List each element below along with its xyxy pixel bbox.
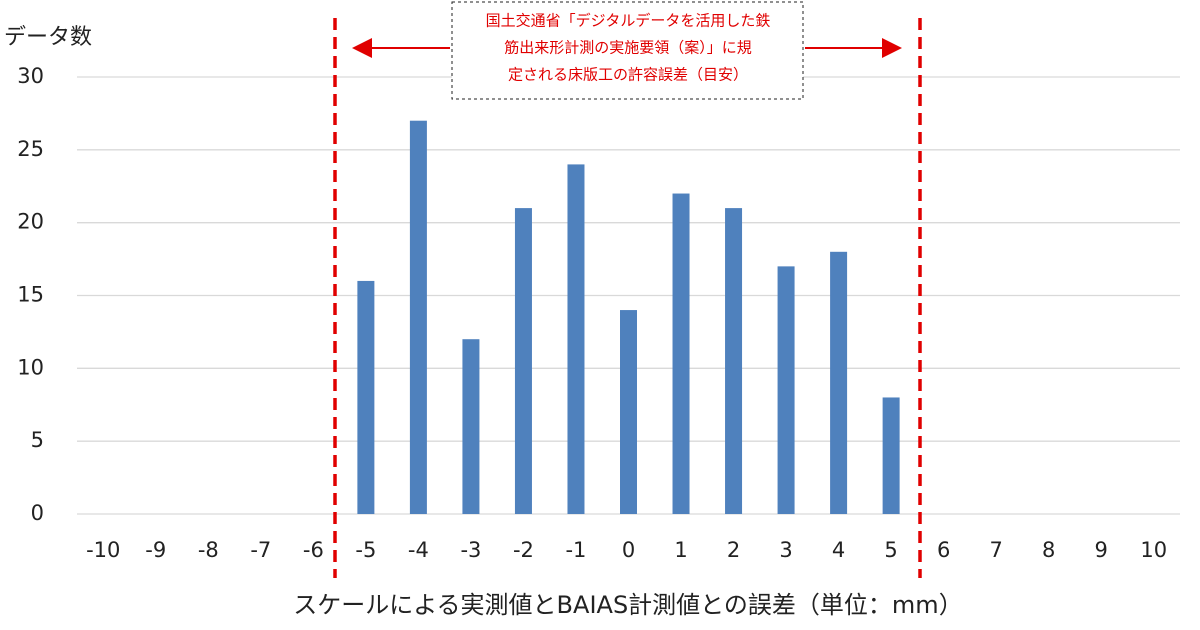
bar — [882, 397, 900, 514]
y-axis-title: データ数 — [4, 25, 92, 50]
x-tick-label: -10 — [86, 538, 120, 562]
bar — [672, 193, 690, 515]
y-tick-label: 25 — [17, 137, 44, 161]
bar — [514, 208, 532, 514]
x-tick-label: 5 — [884, 538, 897, 562]
x-tick-label: 1 — [674, 538, 687, 562]
y-tick-label: 5 — [31, 428, 44, 452]
y-tick-label: 0 — [31, 501, 44, 525]
x-tick-label: -7 — [250, 538, 271, 562]
x-tick-label: -8 — [198, 538, 219, 562]
x-tick-label: -6 — [303, 538, 324, 562]
bar — [357, 280, 375, 514]
annotation-line: 定される床版工の許容誤差（目安） — [508, 66, 748, 84]
y-tick-label: 10 — [17, 355, 44, 379]
x-tick-label: 3 — [779, 538, 792, 562]
annotation-box — [451, 1, 804, 100]
x-tick-label: -9 — [145, 538, 166, 562]
bar — [567, 164, 585, 514]
x-tick-label: -5 — [355, 538, 376, 562]
y-tick-label: 30 — [17, 64, 44, 88]
x-tick-label: -4 — [408, 538, 429, 562]
x-tick-label: 0 — [622, 538, 635, 562]
bar — [462, 339, 480, 514]
x-axis-title: スケールによる実測値とBAIAS計測値との誤差（単位：mm） — [293, 591, 962, 619]
bar — [830, 251, 848, 515]
x-tick-label: 8 — [1042, 538, 1055, 562]
bar — [620, 310, 637, 514]
x-tick-label: 7 — [989, 538, 1002, 562]
annotation-line: 筋出来形計測の実施要領（案）」に規 — [504, 39, 752, 57]
x-tick-label: 6 — [937, 538, 950, 562]
x-tick-label: 9 — [1095, 538, 1108, 562]
x-tick-label: -2 — [513, 538, 534, 562]
bar — [777, 266, 795, 514]
x-tick-label: 10 — [1140, 538, 1167, 562]
bar — [409, 120, 427, 514]
y-tick-label: 20 — [17, 210, 44, 234]
bar — [725, 208, 743, 514]
x-tick-label: 2 — [727, 538, 740, 562]
y-tick-label: 15 — [17, 283, 44, 307]
x-tick-label: -1 — [565, 538, 586, 562]
x-tick-label: 4 — [832, 538, 845, 562]
annotation-line: 国土交通省「デジタルデータを活用した鉄 — [486, 12, 771, 30]
x-tick-label: -3 — [460, 538, 481, 562]
